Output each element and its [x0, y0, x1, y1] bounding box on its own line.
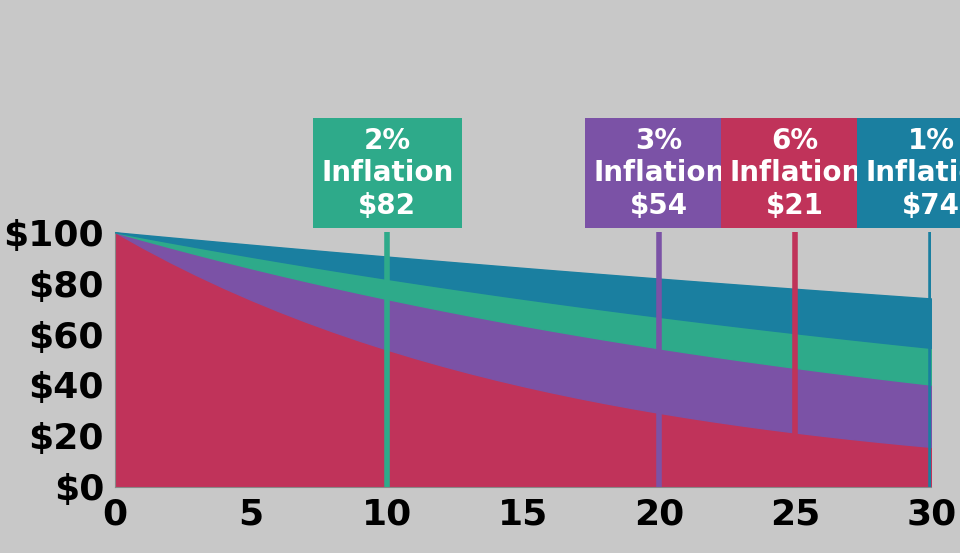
Text: 6%
Inflation
$21: 6% Inflation $21 [729, 127, 861, 220]
Text: 3%
Inflation
$54: 3% Inflation $54 [593, 127, 726, 220]
Text: 1%
Inflation
$74: 1% Inflation $74 [865, 127, 960, 220]
Text: 2%
Inflation
$82: 2% Inflation $82 [321, 127, 453, 220]
